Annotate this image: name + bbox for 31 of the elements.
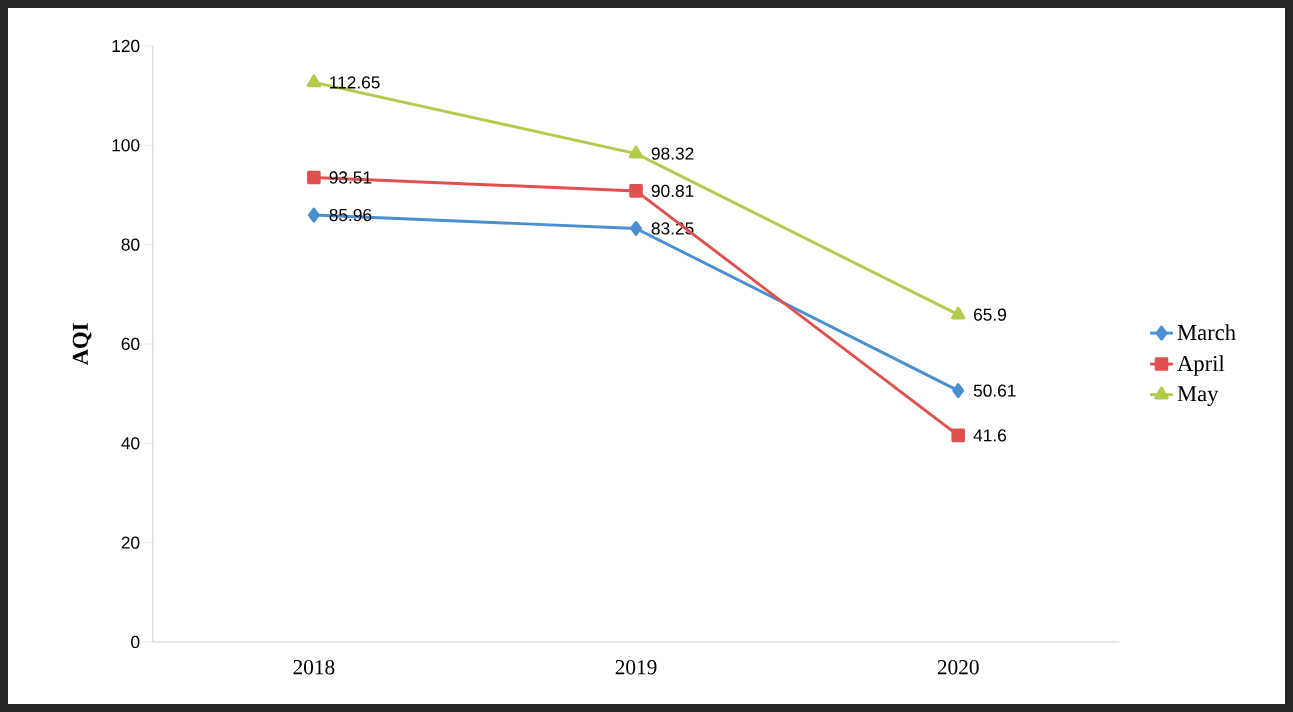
point — [950, 306, 966, 320]
y-tick-label: 60 — [121, 337, 140, 351]
x-tick-label: 2020 — [937, 660, 979, 675]
y-tick-label: 0 — [131, 635, 140, 649]
data-label: 65.9 — [973, 308, 1006, 321]
point — [952, 383, 965, 399]
data-label: 93.51 — [329, 171, 372, 184]
y-axis-title: AQI — [72, 323, 92, 366]
data-label: 90.81 — [651, 184, 694, 198]
data-label: 112.65 — [330, 76, 380, 89]
y-tick-label: 20 — [121, 536, 140, 549]
legend-label: May — [1177, 386, 1219, 406]
point — [628, 145, 644, 159]
point — [306, 74, 322, 88]
point — [951, 428, 965, 443]
y-tick-label: 100 — [112, 139, 140, 152]
point — [629, 184, 643, 198]
y-tick-label: 80 — [121, 238, 140, 251]
data-label: 41.6 — [973, 429, 1007, 442]
legend-label: April — [1177, 355, 1225, 376]
point — [307, 170, 321, 185]
data-label: 98.32 — [651, 147, 694, 160]
y-tick-label: 40 — [121, 437, 140, 450]
data-label: 50.61 — [973, 384, 1016, 397]
x-tick-label: 2019 — [615, 660, 657, 675]
point — [307, 207, 320, 223]
point — [630, 221, 642, 236]
legend-label: March — [1177, 324, 1236, 341]
data-label: 85.96 — [329, 208, 372, 222]
y-tick-label: 120 — [112, 39, 140, 53]
x-tick-label: 2018 — [293, 660, 335, 675]
